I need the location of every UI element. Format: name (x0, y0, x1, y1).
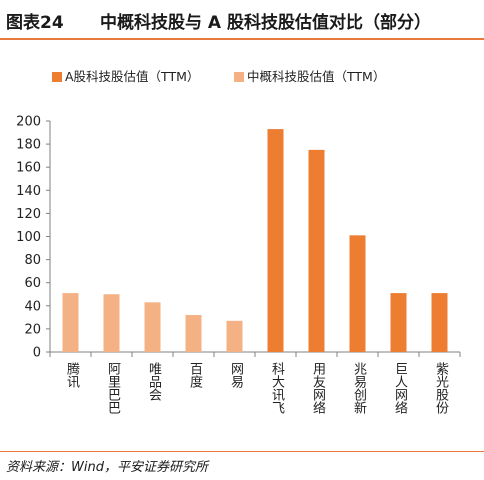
category-label: 网易 (228, 362, 244, 389)
category-label: 科大讯飞 (269, 362, 285, 414)
category-label: 兆易创新 (351, 362, 367, 414)
y-tick-label: 80 (24, 253, 41, 268)
y-tick-label: 140 (16, 184, 41, 199)
y-tick-label: 20 (24, 322, 41, 337)
category-label: 用友网络 (310, 362, 326, 414)
bar (226, 320, 243, 352)
bar-chart: A股科技股估值（TTM） 中概科技股估值（TTM） 0 20 40 60 80 100 120 1… (16, 69, 461, 414)
category-label: 巨人网络 (392, 362, 408, 414)
legend-label: 中概科技股估值（TTM） (247, 69, 385, 84)
bar (431, 293, 448, 352)
bar (390, 293, 407, 352)
y-tick-label: 0 (33, 346, 41, 361)
source-note: 资料来源：Wind，平安证券研究所 (6, 460, 208, 475)
bar (349, 235, 366, 352)
category-label: 腾讯 (64, 361, 80, 389)
title-divider (0, 38, 484, 40)
bar (185, 315, 202, 352)
legend-swatch (52, 72, 62, 82)
category-label: 百度 (187, 362, 203, 388)
legend-label: A股科技股估值（TTM） (65, 69, 199, 84)
y-tick-label: 40 (24, 299, 41, 314)
figure-number: 图表24 (6, 13, 64, 33)
y-tick-label: 200 (16, 115, 41, 130)
bar (308, 149, 325, 352)
y-tick-label: 60 (24, 276, 41, 291)
figure-header: 图表24 中概科技股与 A 股科技股估值对比（部分） (0, 0, 484, 36)
chart-title: 中概科技股与 A 股科技股估值对比（部分） (100, 13, 431, 33)
category-label: 阿里巴巴 (105, 362, 121, 414)
category-label: 紫光股份 (433, 362, 449, 414)
source-divider (0, 451, 484, 452)
y-tick-label: 160 (16, 161, 41, 176)
y-tick-label: 180 (16, 138, 41, 153)
bar (144, 302, 161, 352)
y-tick-label: 120 (16, 207, 41, 222)
y-tick-label: 100 (16, 230, 41, 245)
bar (103, 294, 120, 352)
bar (267, 129, 284, 352)
bar (62, 293, 79, 352)
legend-swatch (234, 72, 244, 82)
category-label: 唯品会 (146, 362, 162, 401)
